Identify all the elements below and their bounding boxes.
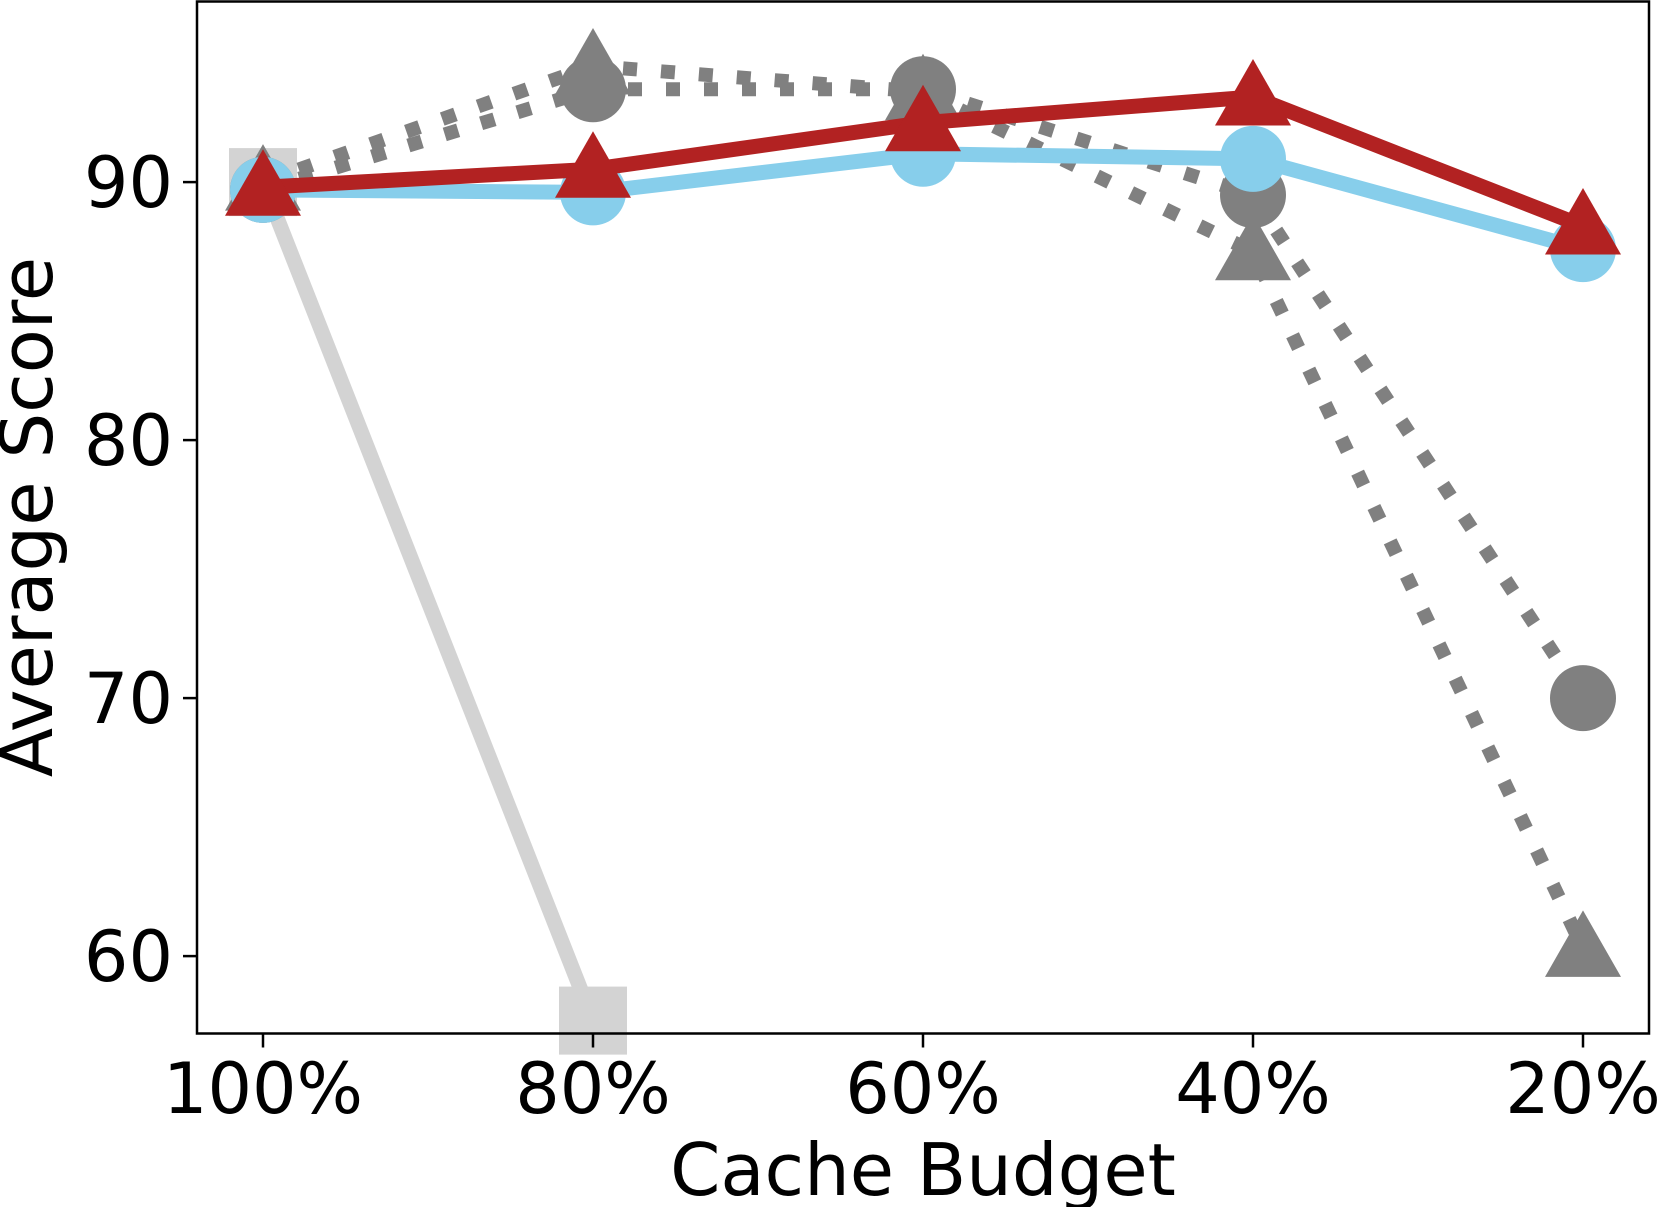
x-tick-label: 80% [515,1048,671,1130]
series-layer [225,28,1621,1055]
series-line [256,179,600,1024]
triangle-marker [1545,187,1621,255]
triangle-marker [885,84,961,152]
circle-marker [560,56,626,123]
triangle-marker [555,131,631,198]
y-tick-label: 90 [84,142,173,224]
triangle-marker [1545,910,1621,977]
triangle-marker [1215,58,1291,126]
series-line [260,59,1590,952]
circle-marker [1550,665,1616,732]
series-line [260,82,1589,702]
triangle-marker [225,149,301,216]
circle-marker [1220,125,1286,192]
y-axis-label: Average Score [0,257,69,777]
y-tick-label: 80 [84,400,173,482]
series-0 [229,148,627,1055]
x-axis-label: Cache Budget [670,1128,1176,1207]
series-4 [225,58,1621,255]
axis-layer: 100% 80% 60% 40% 20% 60 70 80 90 [84,142,1659,1130]
x-tick-label: 60% [845,1048,1001,1130]
triangle-marker [1215,213,1291,281]
y-tick-label: 70 [84,658,173,740]
y-tick-label: 60 [84,916,173,998]
x-tick-label: 100% [163,1048,363,1130]
x-tick-label: 40% [1175,1048,1331,1130]
x-tick-label: 20% [1505,1048,1659,1130]
